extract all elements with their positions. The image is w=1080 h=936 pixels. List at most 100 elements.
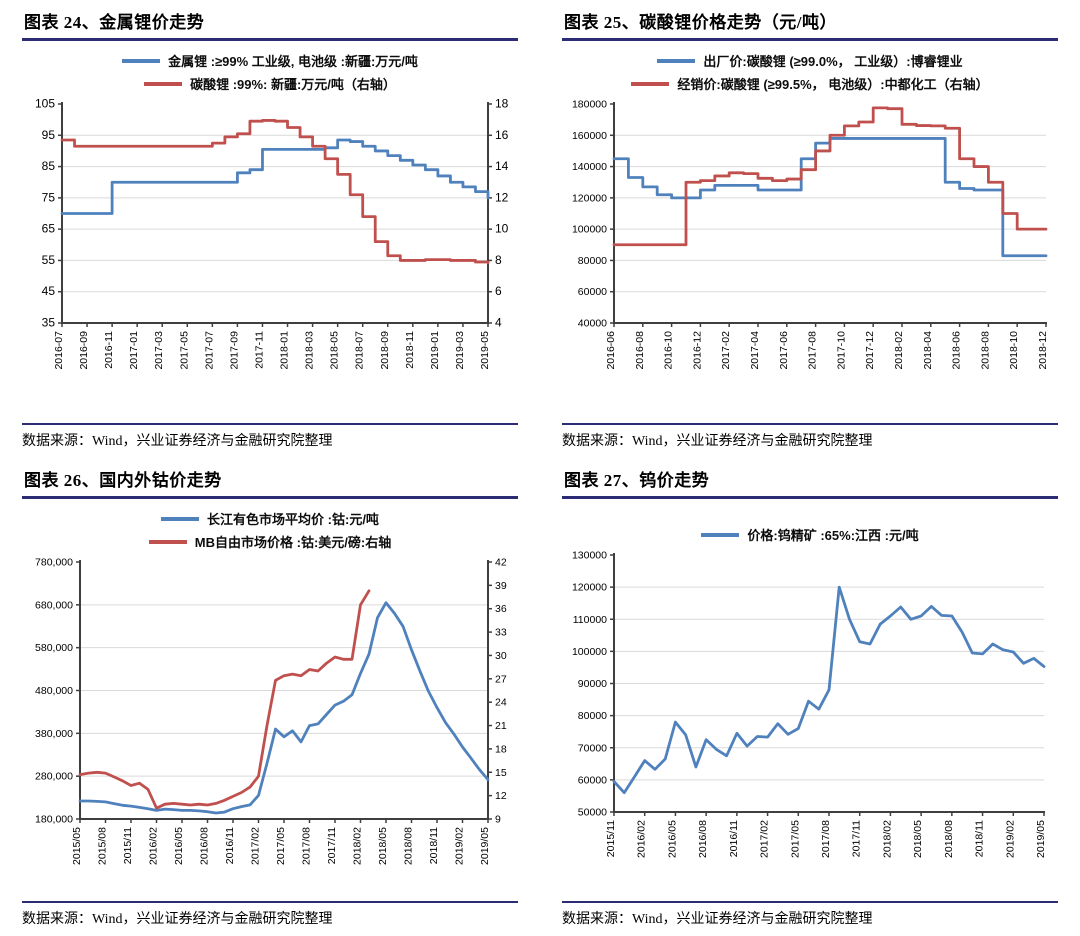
svg-text:180000: 180000 bbox=[572, 99, 607, 111]
svg-text:2019-05: 2019-05 bbox=[479, 331, 491, 370]
svg-text:2016/08: 2016/08 bbox=[697, 820, 709, 858]
svg-text:8: 8 bbox=[495, 253, 502, 267]
svg-text:100000: 100000 bbox=[572, 224, 607, 236]
blue-line-swatch bbox=[161, 516, 200, 521]
svg-text:2018-09: 2018-09 bbox=[379, 331, 391, 370]
legend-item: 价格:钨精矿 :65%:江西 :元/吨 bbox=[701, 525, 919, 544]
svg-text:9: 9 bbox=[495, 814, 501, 826]
svg-text:140000: 140000 bbox=[572, 161, 607, 173]
chart-24-title: 图表 24、金属锂价走势 bbox=[22, 6, 518, 41]
chart-24-plot: 105 95 85 75 65 55 45 35 18 16 14 12 10 8 6 4 2016-07 201… bbox=[35, 97, 509, 370]
svg-text:65: 65 bbox=[42, 222, 56, 236]
svg-text:24: 24 bbox=[495, 697, 507, 709]
svg-text:2017-03: 2017-03 bbox=[153, 331, 165, 370]
legend-item: 金属锂 :≥99% 工业级, 电池级 :新疆:万元/吨 bbox=[122, 51, 418, 70]
svg-text:2018/08: 2018/08 bbox=[943, 820, 955, 858]
svg-text:2018/08: 2018/08 bbox=[403, 827, 415, 865]
chart-24-legend: 金属锂 :≥99% 工业级, 电池级 :新疆:万元/吨 碳酸锂 :99%: 新疆… bbox=[22, 51, 518, 93]
svg-text:45: 45 bbox=[42, 284, 56, 298]
chart-26-title: 图表 26、国内外钴价走势 bbox=[22, 464, 518, 499]
svg-text:2016-09: 2016-09 bbox=[78, 331, 90, 370]
svg-text:42: 42 bbox=[495, 557, 507, 569]
svg-text:100000: 100000 bbox=[572, 646, 607, 658]
svg-text:2017-02: 2017-02 bbox=[720, 331, 732, 370]
svg-text:2016-12: 2016-12 bbox=[691, 331, 703, 370]
svg-text:480,000: 480,000 bbox=[35, 685, 73, 697]
svg-text:2018/11: 2018/11 bbox=[974, 820, 986, 857]
svg-text:12: 12 bbox=[495, 190, 509, 204]
red-line-swatch bbox=[148, 539, 187, 544]
svg-text:2018/02: 2018/02 bbox=[881, 820, 893, 858]
svg-text:2019-01: 2019-01 bbox=[429, 331, 441, 370]
chart-27-plot: 130000 120000 110000 100000 90000 80000 70000 6… bbox=[572, 550, 1047, 858]
svg-text:12: 12 bbox=[495, 790, 507, 802]
svg-text:2017/11: 2017/11 bbox=[326, 827, 338, 864]
svg-text:18: 18 bbox=[495, 97, 509, 111]
svg-text:2016-08: 2016-08 bbox=[634, 331, 646, 370]
svg-text:2018/11: 2018/11 bbox=[428, 827, 440, 864]
svg-text:2018-11: 2018-11 bbox=[404, 331, 416, 369]
svg-text:2017/05: 2017/05 bbox=[789, 820, 801, 858]
svg-text:2018/05: 2018/05 bbox=[377, 827, 389, 865]
svg-text:2019/02: 2019/02 bbox=[454, 827, 466, 865]
svg-text:2016/11: 2016/11 bbox=[728, 820, 740, 857]
chart-27-title: 图表 27、钨价走势 bbox=[562, 464, 1058, 499]
svg-text:2017-05: 2017-05 bbox=[178, 331, 190, 370]
chart-panel-25: 图表 25、碳酸锂价格走势（元/吨） 出厂价:碳酸锂 (≥99.0%， 工业级）… bbox=[540, 0, 1080, 458]
svg-text:2018-08: 2018-08 bbox=[979, 331, 991, 370]
svg-text:110000: 110000 bbox=[573, 614, 607, 626]
svg-text:580,000: 580,000 bbox=[35, 642, 73, 654]
svg-text:2016-06: 2016-06 bbox=[605, 331, 617, 370]
svg-text:2017-01: 2017-01 bbox=[128, 331, 140, 370]
source-note: 数据来源：Wind，兴业证券经济与金融研究院整理 bbox=[562, 423, 1058, 450]
chart-25-legend: 出厂价:碳酸锂 (≥99.0%， 工业级）:博睿锂业 经销价:碳酸锂 (≥99.… bbox=[562, 51, 1058, 93]
svg-text:2018/02: 2018/02 bbox=[352, 827, 364, 865]
chart-panel-26: 图表 26、国内外钴价走势 长江有色市场平均价 :钴:元/吨 MB自由市场价格 … bbox=[0, 458, 540, 936]
legend-label: 出厂价:碳酸锂 (≥99.0%， 工业级）:博睿锂业 bbox=[703, 54, 963, 69]
svg-text:30: 30 bbox=[495, 650, 507, 662]
red-line-swatch bbox=[631, 81, 670, 86]
svg-text:2017/11: 2017/11 bbox=[851, 820, 863, 857]
svg-text:2018-12: 2018-12 bbox=[1037, 331, 1049, 370]
svg-text:2017-12: 2017-12 bbox=[864, 331, 876, 370]
svg-text:21: 21 bbox=[495, 720, 507, 732]
svg-text:2018-03: 2018-03 bbox=[304, 331, 316, 370]
svg-text:105: 105 bbox=[35, 97, 55, 111]
svg-text:6: 6 bbox=[495, 284, 502, 298]
red-line-swatch bbox=[144, 81, 183, 86]
svg-text:55: 55 bbox=[42, 253, 56, 267]
svg-text:2019/02: 2019/02 bbox=[1004, 820, 1016, 858]
svg-text:2016/05: 2016/05 bbox=[173, 827, 185, 865]
svg-text:2017/05: 2017/05 bbox=[275, 827, 287, 865]
svg-text:50000: 50000 bbox=[578, 807, 607, 819]
svg-text:2018-06: 2018-06 bbox=[951, 331, 963, 370]
svg-text:70000: 70000 bbox=[578, 742, 607, 754]
svg-text:130000: 130000 bbox=[572, 550, 607, 562]
svg-text:160000: 160000 bbox=[572, 130, 607, 142]
svg-text:90000: 90000 bbox=[578, 678, 607, 690]
svg-text:39: 39 bbox=[495, 580, 507, 592]
source-note: 数据来源：Wind，兴业证券经济与金融研究院整理 bbox=[22, 901, 518, 928]
blue-line-swatch bbox=[701, 532, 740, 537]
svg-text:60000: 60000 bbox=[578, 774, 607, 786]
svg-text:2017-11: 2017-11 bbox=[253, 331, 265, 369]
svg-text:15: 15 bbox=[495, 767, 507, 779]
svg-text:2016/11: 2016/11 bbox=[224, 827, 236, 864]
svg-text:2017-10: 2017-10 bbox=[835, 331, 847, 370]
chart-26-plot: 780,000 680,000 580,000 480,000 380,000 280,0… bbox=[35, 557, 507, 865]
svg-text:16: 16 bbox=[495, 128, 509, 142]
chart-panel-27: 图表 27、钨价走势 价格:钨精矿 :65%:江西 :元/吨 130000 120… bbox=[540, 458, 1080, 936]
legend-label: 经销价:碳酸锂 (≥99.5%， 电池级）:中都化工（右轴） bbox=[677, 77, 989, 92]
svg-text:2017-06: 2017-06 bbox=[778, 331, 790, 370]
svg-text:2015/08: 2015/08 bbox=[97, 827, 109, 865]
svg-text:2018-02: 2018-02 bbox=[893, 331, 905, 370]
svg-text:40000: 40000 bbox=[578, 318, 607, 330]
svg-text:33: 33 bbox=[495, 627, 507, 639]
svg-text:95: 95 bbox=[42, 128, 56, 142]
svg-text:80000: 80000 bbox=[578, 710, 607, 722]
svg-text:2017-07: 2017-07 bbox=[203, 331, 215, 370]
svg-text:2018-10: 2018-10 bbox=[1008, 331, 1020, 370]
svg-text:2018-04: 2018-04 bbox=[922, 331, 934, 370]
svg-text:380,000: 380,000 bbox=[35, 728, 73, 740]
svg-text:75: 75 bbox=[42, 190, 56, 204]
